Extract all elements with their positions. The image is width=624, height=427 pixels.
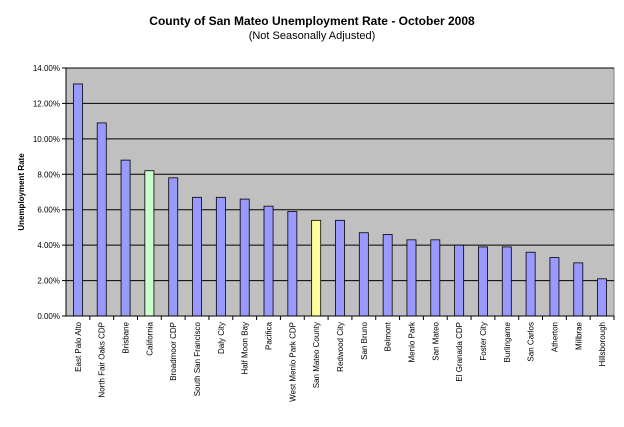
x-tick-label: San Mateo xyxy=(431,321,440,360)
x-tick-label: Pacifica xyxy=(265,321,274,350)
x-tick-label: North Fair Oaks CDP xyxy=(98,322,107,398)
y-tick-label: 14.00% xyxy=(33,64,60,73)
y-axis-label: Unemployment Rate xyxy=(17,153,26,231)
x-tick-label: Redwood City xyxy=(336,322,345,372)
bar xyxy=(239,198,250,317)
y-tick-label: 6.00% xyxy=(37,206,60,215)
bar xyxy=(358,232,369,317)
x-tick-label: Belmont xyxy=(384,321,393,351)
bar xyxy=(96,122,107,317)
x-tick-label: Menlo Park xyxy=(407,321,416,362)
bar xyxy=(573,262,584,317)
x-tick-label: Half Moon Bay xyxy=(241,322,250,374)
x-tick-label: East Palo Alto xyxy=(74,321,83,371)
x-tick-label: Broadmoor CDP xyxy=(169,322,178,381)
x-tick-label: Brisbane xyxy=(122,321,131,353)
x-tick-label: Foster City xyxy=(479,322,488,361)
bar xyxy=(311,219,322,317)
bar xyxy=(430,239,441,317)
x-tick-label: Atherton xyxy=(550,322,559,352)
y-tick-label: 4.00% xyxy=(37,241,60,250)
x-tick-label: Burlingame xyxy=(503,321,512,362)
bar xyxy=(454,244,465,317)
x-tick-label: West Menlo Park CDP xyxy=(288,322,297,402)
chart-subtitle: (Not Seasonally Adjusted) xyxy=(248,30,376,42)
bar xyxy=(144,170,155,317)
x-tick-label: San Carlos xyxy=(527,322,536,362)
x-tick-label: South San Francisco xyxy=(193,321,202,396)
bars xyxy=(72,83,608,317)
bar xyxy=(72,83,83,317)
bar xyxy=(215,196,226,317)
x-tick-label: San Mateo County xyxy=(312,322,321,388)
bar xyxy=(382,234,393,317)
x-tick-label: El Granada CDP xyxy=(455,322,464,382)
bar xyxy=(192,196,202,317)
x-tick-label: Hillsborough xyxy=(598,322,607,366)
y-tick-label: 0.00% xyxy=(37,312,60,321)
x-tick-label: San Bruno xyxy=(360,321,369,359)
bar xyxy=(597,278,608,317)
bar xyxy=(335,219,345,317)
x-tick-label: Millbrae xyxy=(574,321,583,350)
bar xyxy=(287,211,298,317)
chart-title: County of San Mateo Unemployment Rate - … xyxy=(149,14,475,28)
y-tick-label: 10.00% xyxy=(33,135,60,144)
bar xyxy=(406,239,417,317)
y-tick-label: 2.00% xyxy=(37,277,60,286)
y-tick-label: 12.00% xyxy=(33,99,60,108)
bar xyxy=(525,251,536,317)
bar xyxy=(478,246,488,317)
bar xyxy=(549,257,560,317)
bar xyxy=(168,177,179,317)
x-tick-label: California xyxy=(145,321,154,355)
bar xyxy=(120,159,131,317)
y-tick-label: 8.00% xyxy=(37,170,60,179)
bar xyxy=(501,246,512,317)
axes: 0.00% 2.00% 4.00% 6.00% 8.00% 10.00% 12.00% 14.… xyxy=(33,64,615,402)
x-tick-label: Daly City xyxy=(217,322,226,354)
bar xyxy=(263,205,274,317)
